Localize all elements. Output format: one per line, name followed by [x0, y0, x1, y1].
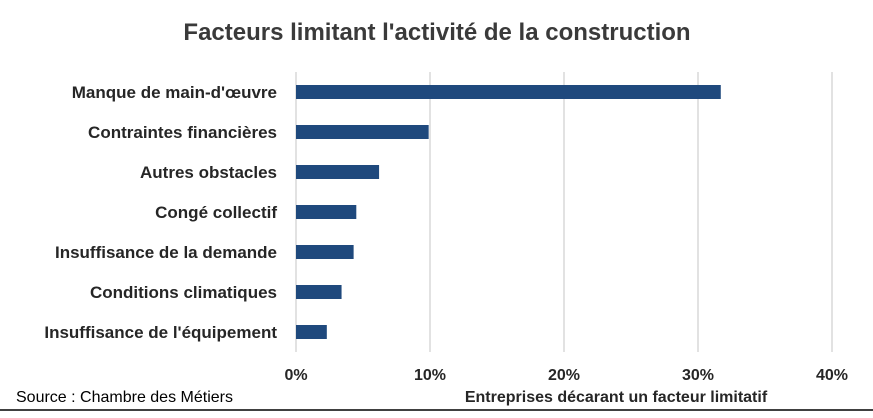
- category-label: Congé collectif: [155, 203, 277, 222]
- x-tick-label: 10%: [414, 367, 446, 384]
- category-label: Autres obstacles: [140, 163, 277, 182]
- x-tick-label: 30%: [682, 367, 714, 384]
- bar: [296, 285, 342, 299]
- x-tick-label: 0%: [284, 367, 307, 384]
- category-label: Conditions climatiques: [90, 283, 277, 302]
- bar: [296, 245, 354, 259]
- gridlines: [295, 72, 833, 352]
- category-label: Contraintes financières: [88, 123, 277, 142]
- category-label: Insuffisance de l'équipement: [44, 323, 277, 342]
- x-tick-label: 20%: [548, 367, 580, 384]
- chart-title: Facteurs limitant l'activité de la const…: [183, 19, 690, 46]
- category-label: Insuffisance de la demande: [55, 243, 277, 262]
- bar: [296, 165, 380, 179]
- category-label: Manque de main-d'œuvre: [72, 83, 277, 102]
- bars: [296, 85, 721, 339]
- bar: [296, 325, 327, 339]
- category-labels: Manque de main-d'œuvre Contraintes financ…: [44, 83, 277, 342]
- x-axis-label: Entreprises décarant un facteur limitati…: [465, 389, 768, 406]
- bar: [296, 205, 357, 219]
- source-note: Source : Chambre des Métiers: [16, 389, 233, 406]
- bar: [296, 125, 429, 139]
- x-tick-labels: 0% 10% 20% 30% 40%: [284, 367, 848, 384]
- bar: [296, 85, 721, 99]
- x-tick-label: 40%: [816, 367, 848, 384]
